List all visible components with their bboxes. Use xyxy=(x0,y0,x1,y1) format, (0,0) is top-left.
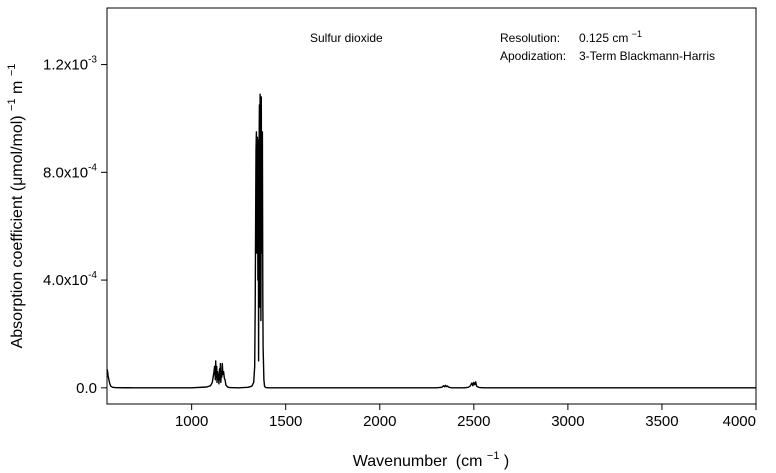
x-tick-label: 1500 xyxy=(269,413,302,430)
x-axis: 1000 1500 2000 2500 3000 3500 4000 xyxy=(175,404,757,430)
plot-frame xyxy=(106,7,757,405)
x-axis-label-text: Wavenumber xyxy=(353,453,448,470)
y-tick-label: 8.0x10-4 xyxy=(43,162,97,181)
resolution-value: 0.125 cm xyxy=(579,31,628,45)
apodization-annotation: Apodization: 3-Term Blackmann-Harris xyxy=(500,49,715,63)
y-axis: 0.0 4.0x10-4 8.0x10-4 1.2x10-3 xyxy=(43,55,107,397)
x-tick-label: 4000 xyxy=(723,413,756,430)
y-axis-label-superscript-1: −1 xyxy=(6,98,18,111)
x-tick-label: 3500 xyxy=(645,413,678,430)
y-tick-label: 0.0 xyxy=(76,380,97,397)
spectrum-line-0 xyxy=(106,93,756,389)
x-tick-label: 2000 xyxy=(363,413,396,430)
y-axis-label: Absorption coefficient (μmol/mol) −1 m −… xyxy=(2,64,26,349)
resolution-label: Resolution: xyxy=(500,31,560,45)
x-axis-label: Wavenumber (cm −1 ) xyxy=(353,446,509,470)
chart-title: Sulfur dioxide xyxy=(310,31,383,45)
y-axis-label-text: Absorption coefficient (μmol/mol) xyxy=(9,115,26,348)
plot-series xyxy=(106,93,756,389)
resolution-superscript: −1 xyxy=(632,29,642,39)
resolution-annotation: Resolution: 0.125 cm −1 xyxy=(500,29,642,45)
apodization-label: Apodization: xyxy=(500,49,566,63)
y-axis-label-superscript-2: −1 xyxy=(6,64,18,77)
y-tick-label: 1.2x10-3 xyxy=(43,55,97,74)
x-axis-label-superscript: −1 xyxy=(487,450,500,462)
apodization-value: 3-Term Blackmann-Harris xyxy=(579,49,715,63)
x-tick-label: 1000 xyxy=(175,413,208,430)
x-tick-label: 3000 xyxy=(551,413,584,430)
y-axis-label-unit: m xyxy=(9,81,26,94)
x-tick-label: 2500 xyxy=(457,413,490,430)
x-axis-label-unit: (cm xyxy=(456,453,483,470)
x-axis-label-close: ) xyxy=(504,453,509,470)
y-tick-label: 4.0x10-4 xyxy=(43,270,97,289)
